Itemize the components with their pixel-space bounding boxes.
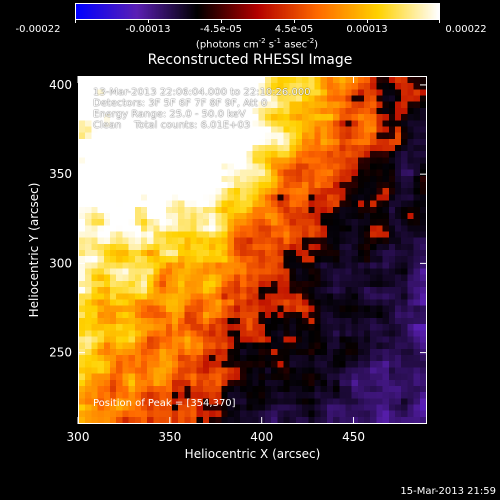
detectors-annotation: Detectors: 3F 5F 6F 7F 8F 9F, Att 0 [93,98,268,109]
plot-date-stamp: 15-Mar-2013 21:59 [400,486,496,497]
peak-position-label: Position of Peak = [354,370] [93,398,236,409]
heatmap-image [79,77,426,423]
y-axis-title: Heliocentric Y (arcsec) [27,183,41,318]
colorbar-tick-label: 0.00022 [445,24,487,35]
x-tick-label: 450 [342,430,365,444]
energy-range-annotation: Energy Range: 25.0 - 50.0 keV [93,109,246,120]
y-tick-label: 300 [49,256,72,270]
y-tick-label: 400 [49,78,72,92]
x-tick-label: 300 [67,430,90,444]
colorbar-tick-label: 0.00013 [346,24,388,35]
colorbar-tick-label: -4.5e-05 [200,24,242,35]
colorbar-tick [439,19,440,23]
colorbar-tick [221,19,222,23]
x-tick-label: 350 [158,430,181,444]
x-axis-title: Heliocentric X (arcsec) [185,447,321,461]
colorbar-tick [148,19,149,23]
time-range-annotation: 13-Mar-2013 22:06:04.000 to 22:10:26.000 [93,87,311,98]
colorbar-gradient [76,4,439,19]
colorbar-tick [367,19,368,23]
plot-area: 13-Mar-2013 22:06:04.000 to 22:10:26.000… [78,76,427,424]
x-tick-label: 400 [250,430,273,444]
colorbar-tick [294,19,295,23]
colorbar [75,3,440,20]
colorbar-tick-label: -0.00022 [15,24,61,35]
total-counts-annotation: Clean Total counts: 6.01E+03 [93,120,251,131]
colorbar-tick-label: 4.5e-05 [274,24,314,35]
y-tick-label: 250 [49,346,72,360]
y-tick-label: 350 [49,167,72,181]
colorbar-tick-label: -0.00013 [125,24,171,35]
colorbar-tick [75,19,76,23]
chart-title: Reconstructed RHESSI Image [147,52,353,68]
colorbar-units-label: (photons cm-2 s-1 asec-2) [195,37,319,51]
